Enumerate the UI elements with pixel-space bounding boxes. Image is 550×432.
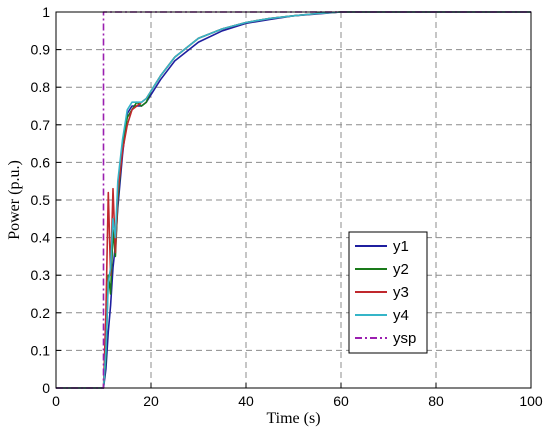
legend: y1 y2 y3 y4 ysp [348, 231, 428, 354]
grid [56, 12, 531, 388]
tick-labels: 0 20 40 60 80 100 0 0.1 0.2 0.3 0.4 0.5 0.6 0.7 0.8 0.9… [31, 4, 543, 409]
y-tick-label: 0.6 [31, 154, 51, 170]
legend-label-y3: y3 [393, 284, 409, 301]
x-axis-label: Time (s) [266, 410, 320, 427]
y-tick-label: 0.5 [31, 192, 51, 208]
y-tick-label: 1 [42, 4, 50, 20]
y-tick-label: 0.4 [31, 230, 51, 246]
y-tick-label: 0.3 [31, 267, 51, 283]
y-axis-label: Power (p.u.) [6, 160, 23, 240]
y-tick-label: 0.7 [31, 117, 51, 133]
y-tick-label: 0.9 [31, 42, 51, 58]
x-tick-label: 80 [428, 393, 444, 409]
series-lines [56, 11, 531, 389]
y-tick-label: 0.8 [31, 79, 51, 95]
x-tick-label: 40 [238, 393, 254, 409]
legend-label-ysp: ysp [393, 330, 416, 347]
x-tick-label: 20 [143, 393, 159, 409]
y-tick-label: 0.1 [31, 342, 51, 358]
legend-label-y1: y1 [393, 238, 409, 255]
x-tick-label: 100 [519, 393, 543, 409]
x-tick-label: 60 [333, 393, 349, 409]
y-tick-label: 0 [42, 380, 50, 396]
x-tick-label: 0 [52, 393, 60, 409]
legend-label-y4: y4 [393, 307, 409, 324]
y-tick-label: 0.2 [31, 305, 51, 321]
series-line-ysp [56, 11, 531, 389]
legend-label-y2: y2 [393, 261, 409, 278]
